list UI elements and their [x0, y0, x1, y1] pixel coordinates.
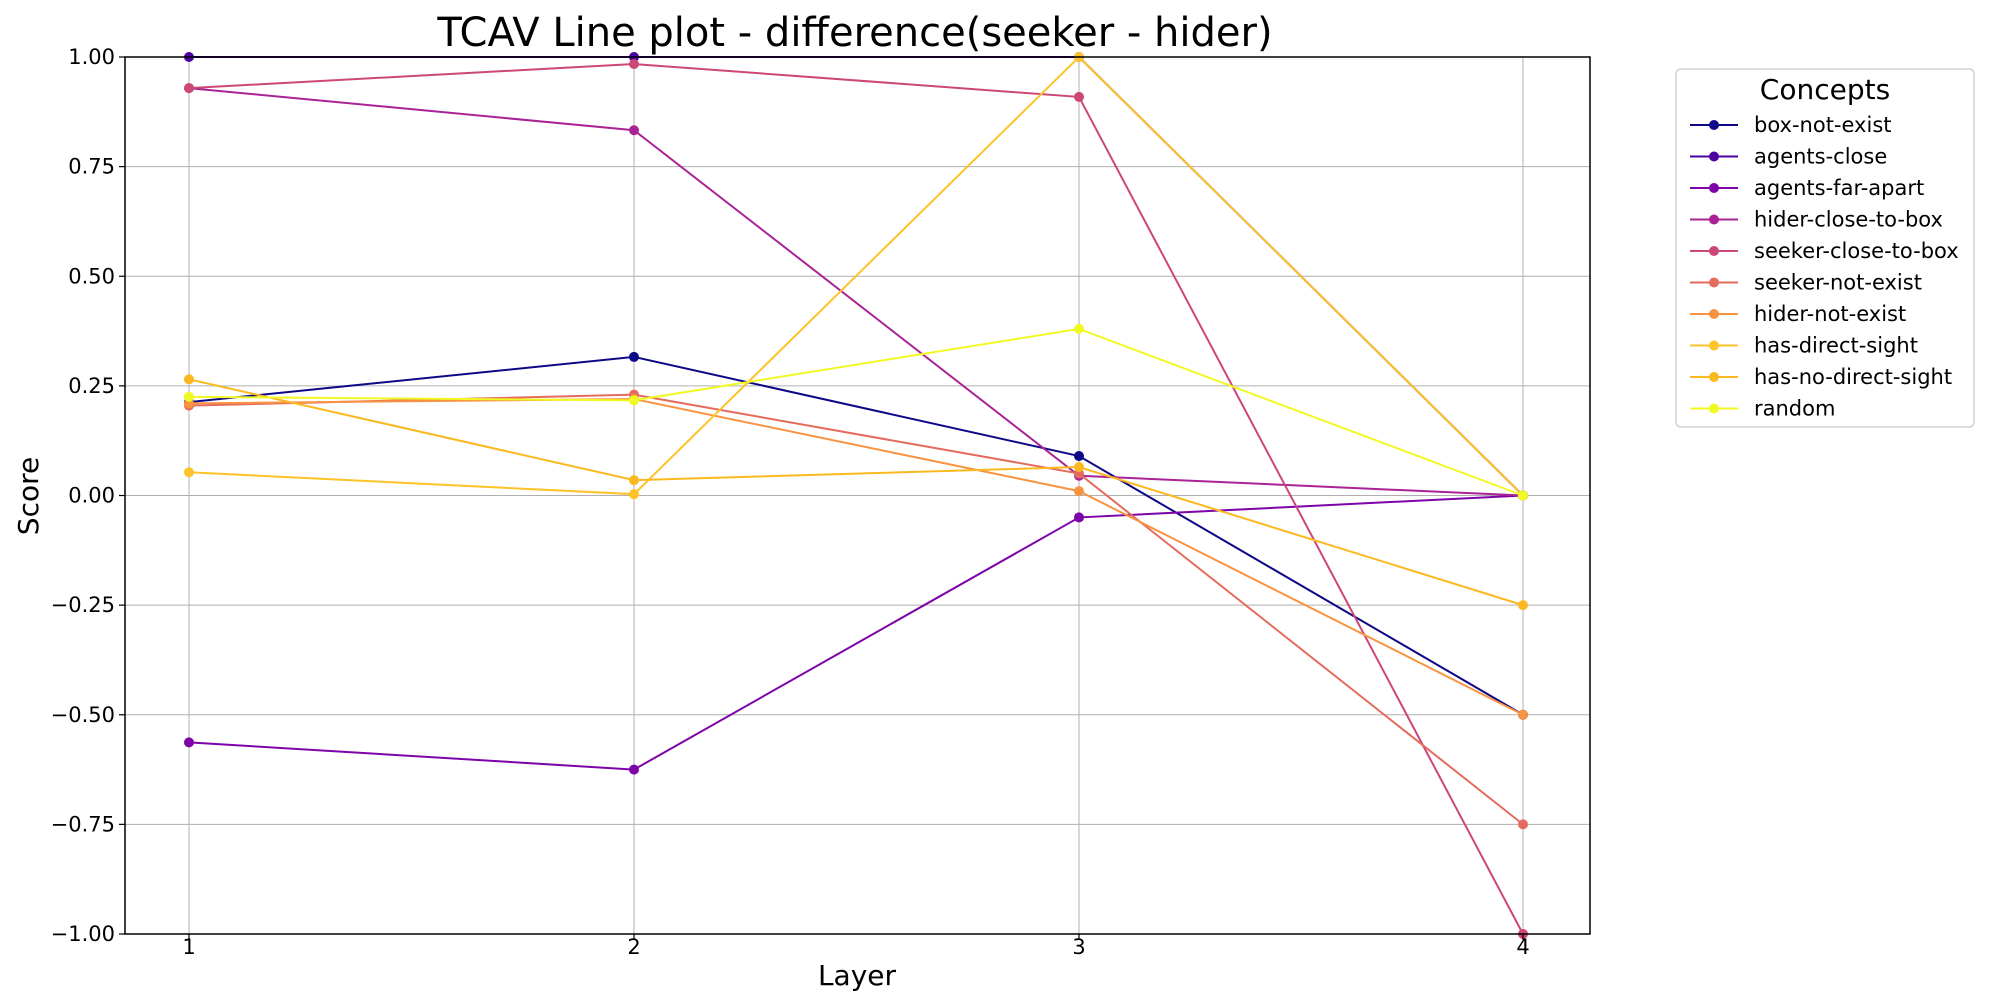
x-tick-label: 1	[182, 935, 195, 959]
legend-swatch-marker	[1709, 214, 1719, 225]
legend-label: hider-close-to-box	[1754, 208, 1943, 232]
legend-item-agents-far-apart: agents-far-apart	[1690, 176, 1924, 200]
legend-swatch-marker	[1709, 120, 1719, 130]
legend-label: has-no-direct-sight	[1754, 365, 1952, 389]
y-tick-label: 0.00	[68, 484, 115, 508]
series-line	[188, 393, 1524, 826]
y-tick-label: 1.00	[68, 45, 115, 69]
chart-title: TCAV Line plot - difference(seeker - hid…	[436, 10, 1272, 56]
legend-swatch-marker	[1709, 246, 1719, 256]
axis-ticks: 1 2 3 4 −1.00 −0.75 −0.50 −0.25 0.00 0.25 0.50 0.75…	[51, 45, 1530, 959]
series-line	[188, 398, 1524, 716]
legend-label: agents-close	[1754, 145, 1887, 169]
series-line	[188, 327, 1524, 497]
data-point	[184, 83, 194, 94]
series-random	[184, 323, 1528, 501]
y-tick-label: −0.25	[51, 593, 115, 617]
y-tick-label: −0.75	[51, 812, 115, 836]
data-point	[1074, 486, 1084, 497]
legend-label: agents-far-apart	[1754, 176, 1924, 200]
legend-swatch-marker	[1709, 183, 1719, 193]
data-point	[629, 764, 639, 775]
data-point	[629, 59, 639, 70]
legend-swatch-marker	[1709, 151, 1719, 162]
legend-title: Concepts	[1760, 73, 1890, 106]
series-line	[188, 355, 1524, 716]
series-line	[188, 494, 1524, 771]
y-tick-label: −1.00	[51, 922, 115, 946]
data-point	[1074, 91, 1084, 102]
y-tick-label: −0.50	[51, 703, 115, 727]
legend-item-random: random	[1690, 397, 1835, 421]
data-point	[1074, 461, 1084, 472]
x-tick-label: 3	[1072, 935, 1085, 959]
legend-item-seeker-not-exist: seeker-not-exist	[1690, 271, 1922, 295]
x-tick-label: 4	[1516, 935, 1529, 959]
data-point	[184, 391, 194, 402]
legend-item-agents-close: agents-close	[1690, 145, 1887, 169]
data-point	[629, 475, 639, 486]
series-seeker-close-to-box	[184, 59, 1528, 939]
data-point	[629, 351, 639, 362]
series-line	[188, 63, 1524, 935]
y-axis-label: Score	[12, 457, 45, 535]
legend-item-hider-not-exist: hider-not-exist	[1690, 302, 1906, 326]
data-point	[1518, 490, 1528, 501]
data-point	[1074, 451, 1084, 462]
legend-frame	[1675, 68, 1975, 428]
legend-label: random	[1754, 397, 1835, 421]
series-line	[188, 55, 1524, 497]
legend-item-seeker-close-to-box: seeker-close-to-box	[1690, 239, 1959, 263]
legend-item-has-no-direct-sight: has-no-direct-sight	[1690, 365, 1952, 389]
data-point	[1518, 819, 1528, 830]
x-axis-label: Layer	[818, 959, 897, 992]
legend-items: box-not-exist agents-close agents-far-apar…	[1690, 113, 1959, 421]
data-point	[629, 125, 639, 136]
legend-label: hider-not-exist	[1754, 302, 1906, 326]
data-point	[1518, 600, 1528, 611]
y-tick-label: 0.25	[68, 374, 115, 398]
legend-item-box-not-exist: box-not-exist	[1690, 113, 1892, 137]
y-tick-label: 0.50	[68, 264, 115, 288]
legend-label: seeker-close-to-box	[1754, 239, 1959, 263]
series-line	[188, 378, 1524, 607]
series-has-no-direct-sight	[184, 374, 1528, 611]
series-line	[188, 87, 1524, 497]
data-point	[629, 489, 639, 500]
data-point	[184, 374, 194, 385]
legend-label: box-not-exist	[1754, 113, 1892, 137]
legend-swatch-marker	[1709, 309, 1719, 319]
legend-swatch-marker	[1709, 403, 1719, 414]
x-tick-label: 2	[627, 935, 640, 959]
legend: Concepts box-not-exist agents-close agents…	[1675, 68, 1975, 428]
data-point	[1074, 323, 1084, 334]
legend-swatch-marker	[1709, 372, 1719, 382]
data-point	[184, 737, 194, 748]
data-point	[629, 395, 639, 406]
legend-item-hider-close-to-box: hider-close-to-box	[1690, 208, 1943, 232]
y-tick-label: 0.75	[68, 155, 115, 179]
legend-label: has-direct-sight	[1754, 334, 1918, 358]
legend-label: seeker-not-exist	[1754, 271, 1922, 295]
data-point	[184, 467, 194, 478]
legend-swatch-marker	[1709, 340, 1719, 351]
data-point	[1518, 709, 1528, 720]
data-point	[1074, 512, 1084, 523]
legend-item-has-direct-sight: has-direct-sight	[1690, 334, 1918, 358]
legend-swatch-marker	[1709, 277, 1719, 288]
